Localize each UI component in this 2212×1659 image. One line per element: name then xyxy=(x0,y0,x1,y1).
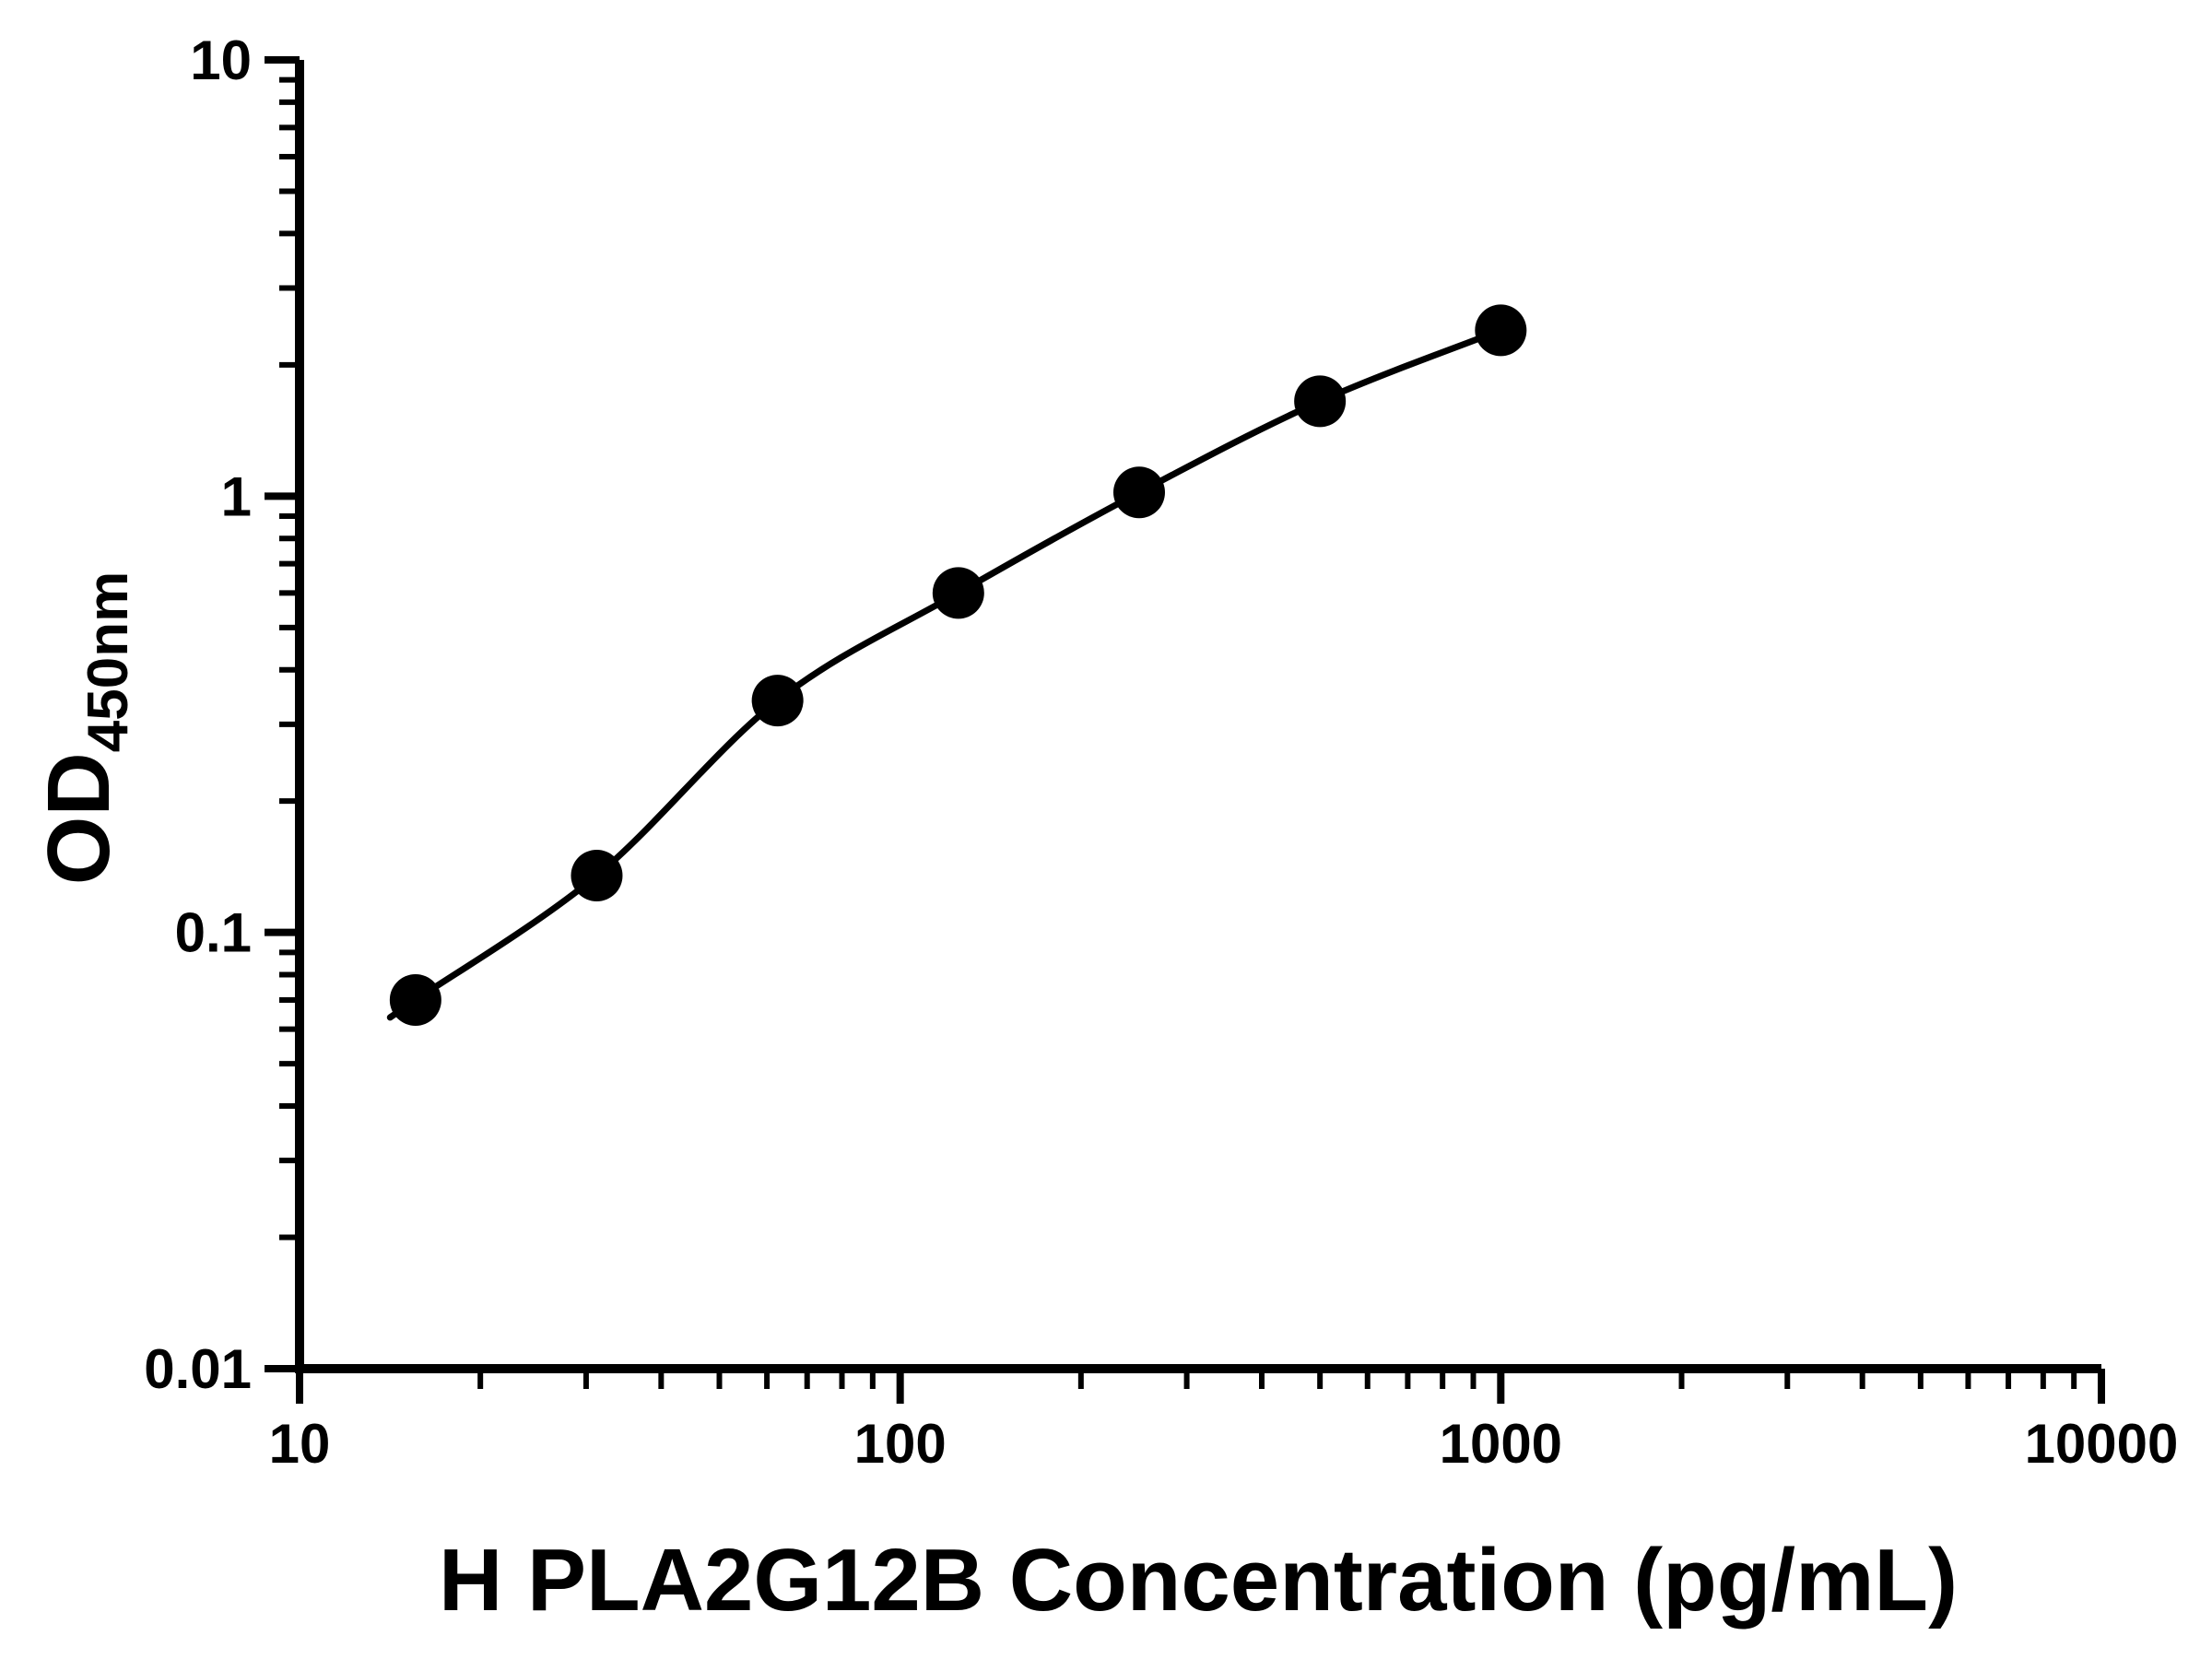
y-axis-title-main: OD xyxy=(29,752,128,886)
data-point xyxy=(751,675,804,727)
data-point xyxy=(1294,375,1347,428)
x-tick-label: 10 xyxy=(269,1413,331,1475)
y-tick-label: 0.01 xyxy=(144,1338,252,1400)
y-tick-label: 0.1 xyxy=(175,902,252,964)
x-tick-label: 100 xyxy=(854,1413,947,1475)
x-tick-label: 10000 xyxy=(2025,1413,2179,1475)
fit-curve xyxy=(386,326,1504,1021)
data-point xyxy=(389,973,441,1026)
y-tick-label: 10 xyxy=(190,29,252,91)
data-point xyxy=(1475,304,1527,357)
data-point xyxy=(571,849,623,901)
x-tick-label: 1000 xyxy=(1440,1413,1562,1475)
data-point xyxy=(1112,466,1165,519)
y-axis-title-subscript: 450nm xyxy=(76,571,140,753)
y-axis-title: OD450nm xyxy=(29,571,141,885)
data-point xyxy=(932,567,984,619)
x-axis-title: H PLA2G12B Concentration (pg/mL) xyxy=(438,1531,1959,1630)
y-tick-label: 1 xyxy=(221,465,252,527)
